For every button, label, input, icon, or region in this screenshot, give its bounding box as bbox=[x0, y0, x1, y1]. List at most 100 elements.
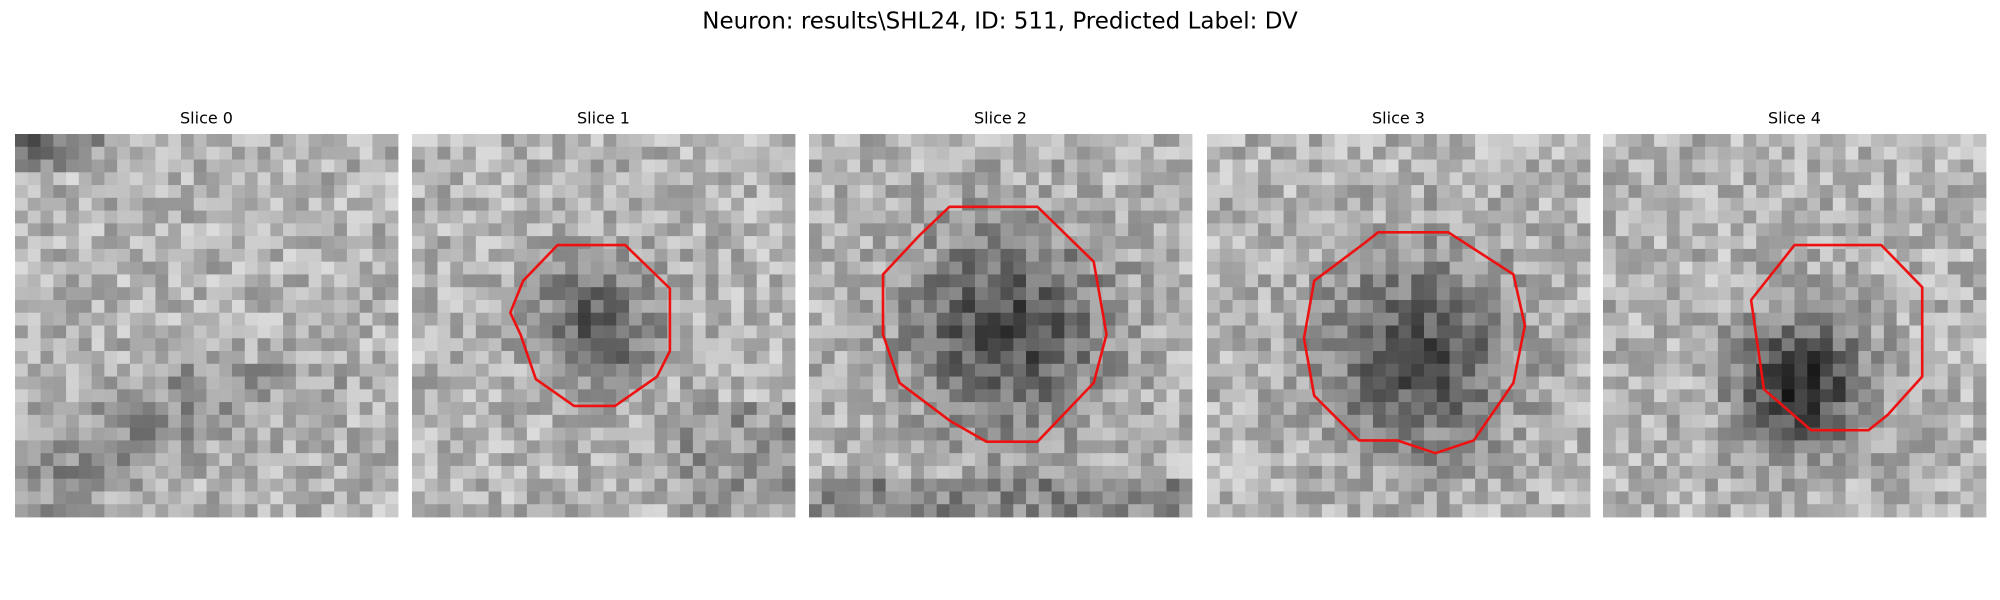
pixel bbox=[501, 134, 515, 148]
pixel bbox=[1372, 261, 1387, 275]
pixel bbox=[1089, 312, 1104, 326]
pixel bbox=[1179, 478, 1193, 492]
pixel bbox=[129, 197, 144, 211]
pixel bbox=[1232, 210, 1246, 224]
pixel bbox=[1140, 223, 1155, 237]
pixel bbox=[1000, 504, 1014, 518]
pixel bbox=[1705, 261, 1719, 275]
pixel bbox=[1179, 414, 1193, 429]
pixel bbox=[1219, 376, 1233, 390]
pixel bbox=[1245, 185, 1259, 199]
pixel bbox=[539, 440, 553, 454]
pixel bbox=[1089, 338, 1104, 352]
pixel bbox=[155, 376, 169, 390]
pixel bbox=[257, 389, 271, 403]
pixel bbox=[1321, 210, 1336, 224]
pixel bbox=[718, 223, 732, 237]
pixel bbox=[321, 440, 335, 454]
pixel bbox=[1166, 402, 1180, 416]
pixel bbox=[1973, 414, 1987, 429]
pixel bbox=[1628, 389, 1642, 403]
pixel bbox=[295, 440, 310, 454]
pixel bbox=[1756, 453, 1770, 467]
pixel bbox=[949, 248, 963, 263]
pixel bbox=[1654, 185, 1668, 199]
pixel bbox=[1845, 248, 1859, 263]
pixel bbox=[206, 261, 220, 275]
panel-title: Slice 3 bbox=[1372, 109, 1425, 128]
pixel bbox=[1526, 389, 1540, 403]
pixel bbox=[117, 210, 131, 224]
pixel bbox=[270, 159, 284, 173]
pixel bbox=[514, 197, 528, 211]
pixel bbox=[1283, 172, 1297, 186]
pixel bbox=[1743, 210, 1757, 224]
pixel bbox=[911, 159, 925, 173]
pixel bbox=[1628, 248, 1642, 263]
pixel bbox=[1947, 159, 1961, 173]
pixel bbox=[539, 351, 553, 365]
pixel bbox=[78, 146, 92, 160]
pixel bbox=[1564, 274, 1578, 288]
pixel bbox=[1551, 389, 1565, 403]
pixel bbox=[974, 504, 989, 518]
pixel bbox=[424, 210, 438, 224]
pixel bbox=[1871, 159, 1885, 173]
pixel bbox=[117, 159, 131, 173]
pixel bbox=[1820, 146, 1834, 160]
pixel bbox=[385, 465, 399, 480]
pixel bbox=[1666, 287, 1680, 301]
pixel bbox=[1232, 453, 1246, 467]
pixel bbox=[1283, 427, 1297, 441]
pixel bbox=[1845, 185, 1859, 199]
pixel bbox=[1245, 197, 1259, 211]
pixel bbox=[565, 134, 579, 148]
pixel bbox=[1398, 363, 1412, 377]
pixel bbox=[1372, 159, 1387, 173]
pixel bbox=[1462, 299, 1476, 314]
pixel bbox=[424, 312, 438, 326]
pixel bbox=[1577, 197, 1591, 211]
pixel bbox=[1013, 274, 1027, 288]
pixel bbox=[1628, 299, 1642, 314]
pixel bbox=[1807, 312, 1821, 326]
pixel bbox=[168, 453, 182, 467]
pixel bbox=[1909, 210, 1923, 224]
pixel bbox=[475, 389, 489, 403]
pixel bbox=[1436, 338, 1450, 352]
pixel bbox=[654, 465, 668, 480]
pixel bbox=[1730, 325, 1744, 339]
pixel bbox=[1896, 197, 1910, 211]
pixel bbox=[1436, 146, 1450, 160]
pixel bbox=[1922, 376, 1936, 390]
pixel bbox=[1077, 146, 1091, 160]
pixel bbox=[437, 172, 451, 186]
pixel bbox=[1347, 299, 1361, 314]
pixel bbox=[1564, 440, 1578, 454]
pixel bbox=[1513, 223, 1527, 237]
pixel bbox=[1896, 453, 1910, 467]
pixel bbox=[782, 491, 796, 505]
pixel bbox=[1960, 210, 1974, 224]
pixel bbox=[1781, 172, 1795, 186]
pixel bbox=[1871, 453, 1885, 467]
pixel bbox=[66, 338, 80, 352]
pixel bbox=[27, 210, 41, 224]
pixel bbox=[552, 287, 566, 301]
pixel bbox=[782, 172, 796, 186]
pixel bbox=[1411, 146, 1425, 160]
pixel bbox=[1934, 197, 1949, 211]
pixel bbox=[1628, 210, 1642, 224]
pixel bbox=[321, 299, 335, 314]
pixel bbox=[692, 185, 707, 199]
pixel bbox=[1270, 351, 1284, 365]
pixel bbox=[104, 248, 118, 263]
pixel bbox=[1064, 146, 1078, 160]
pixel bbox=[1526, 210, 1540, 224]
pixel bbox=[1089, 185, 1104, 199]
pixel bbox=[232, 363, 246, 377]
pixel bbox=[66, 504, 80, 518]
pixel bbox=[526, 414, 541, 429]
pixel bbox=[1232, 312, 1246, 326]
pixel bbox=[1026, 376, 1040, 390]
